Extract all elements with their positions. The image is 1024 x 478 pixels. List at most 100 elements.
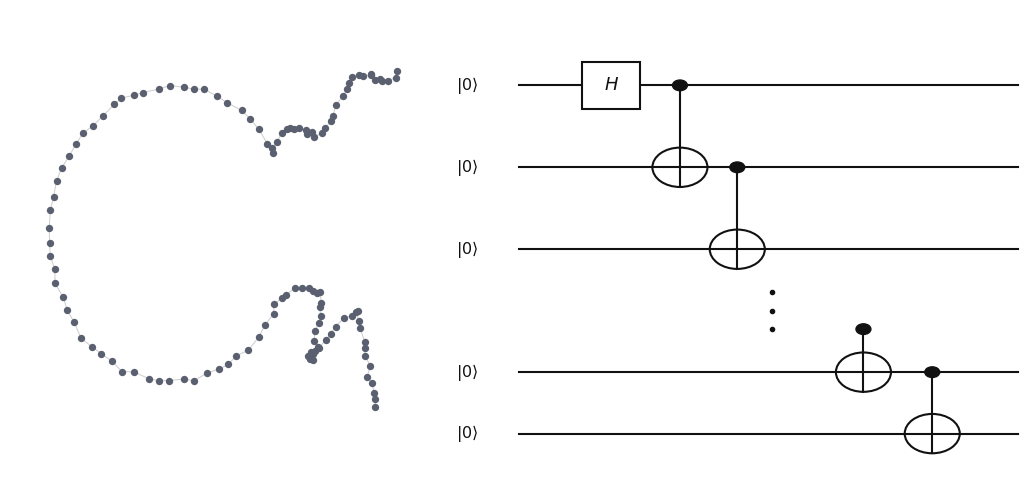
Point [199, 369, 215, 377]
Point [310, 319, 327, 326]
Point [47, 266, 63, 273]
Point [341, 79, 357, 87]
Point [311, 344, 328, 352]
Point [251, 126, 267, 133]
Point [336, 314, 352, 322]
Text: $|0\rangle$: $|0\rangle$ [457, 423, 478, 444]
Point [48, 177, 65, 185]
Point [348, 308, 365, 315]
Point [311, 303, 328, 311]
Circle shape [730, 162, 744, 173]
Point [273, 129, 290, 137]
Circle shape [856, 324, 870, 335]
Point [307, 347, 324, 355]
Point [286, 125, 302, 132]
Point [233, 107, 250, 114]
Point [140, 375, 157, 382]
Point [306, 337, 323, 345]
Point [83, 343, 99, 350]
Point [280, 125, 296, 133]
Point [344, 73, 360, 81]
Point [305, 350, 322, 358]
Point [335, 92, 351, 100]
Point [135, 89, 152, 97]
Point [60, 152, 77, 160]
Point [299, 130, 315, 138]
Point [106, 101, 123, 109]
Point [241, 346, 257, 354]
Point [380, 76, 396, 84]
Point [59, 306, 76, 314]
Point [114, 368, 130, 375]
Point [114, 94, 130, 102]
Text: $|0\rangle$: $|0\rangle$ [457, 157, 478, 178]
Point [300, 352, 316, 360]
Point [282, 124, 298, 131]
Point [42, 206, 58, 214]
Point [304, 356, 321, 364]
Point [352, 324, 369, 332]
Point [364, 71, 380, 79]
Circle shape [925, 367, 940, 378]
Circle shape [836, 352, 891, 392]
Point [75, 130, 91, 137]
Point [314, 130, 331, 137]
Circle shape [673, 80, 687, 91]
Point [303, 354, 319, 361]
Point [73, 334, 89, 342]
Point [309, 343, 326, 351]
Point [103, 358, 120, 365]
Text: $|0\rangle$: $|0\rangle$ [457, 75, 478, 96]
Point [257, 321, 273, 328]
Point [309, 289, 326, 297]
Point [66, 318, 82, 326]
Point [317, 124, 334, 131]
Point [259, 140, 275, 148]
Point [389, 67, 406, 75]
Point [68, 141, 84, 148]
Point [126, 91, 142, 99]
Point [362, 70, 379, 78]
Point [317, 336, 334, 344]
Point [356, 344, 373, 352]
Point [312, 288, 329, 296]
FancyBboxPatch shape [583, 62, 640, 109]
Point [220, 360, 237, 368]
Point [186, 85, 203, 93]
Point [47, 280, 63, 287]
Point [41, 225, 57, 232]
Circle shape [710, 229, 765, 269]
Point [306, 327, 323, 335]
Point [354, 73, 371, 80]
Point [242, 115, 258, 122]
Point [162, 82, 178, 89]
Point [304, 129, 321, 136]
Point [228, 352, 245, 359]
Point [325, 112, 341, 120]
Text: $H$: $H$ [603, 76, 618, 94]
Point [45, 193, 61, 200]
Point [42, 252, 58, 260]
Point [344, 312, 360, 320]
Point [176, 84, 193, 91]
Point [55, 293, 72, 301]
Point [265, 310, 282, 318]
Point [367, 76, 383, 84]
Point [349, 307, 366, 315]
Point [362, 362, 379, 369]
Point [374, 77, 390, 85]
Point [312, 313, 329, 320]
Point [356, 338, 373, 346]
Point [161, 377, 177, 384]
Point [372, 76, 388, 83]
Point [268, 138, 285, 146]
Point [305, 133, 322, 141]
Point [328, 102, 344, 109]
Point [366, 389, 382, 397]
Point [265, 149, 282, 157]
Point [298, 126, 314, 134]
Point [266, 301, 283, 308]
Point [85, 122, 101, 130]
Point [211, 366, 227, 373]
Point [339, 86, 355, 93]
